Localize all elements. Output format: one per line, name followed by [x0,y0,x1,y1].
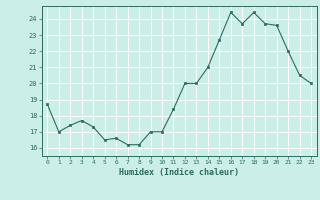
X-axis label: Humidex (Indice chaleur): Humidex (Indice chaleur) [119,168,239,177]
